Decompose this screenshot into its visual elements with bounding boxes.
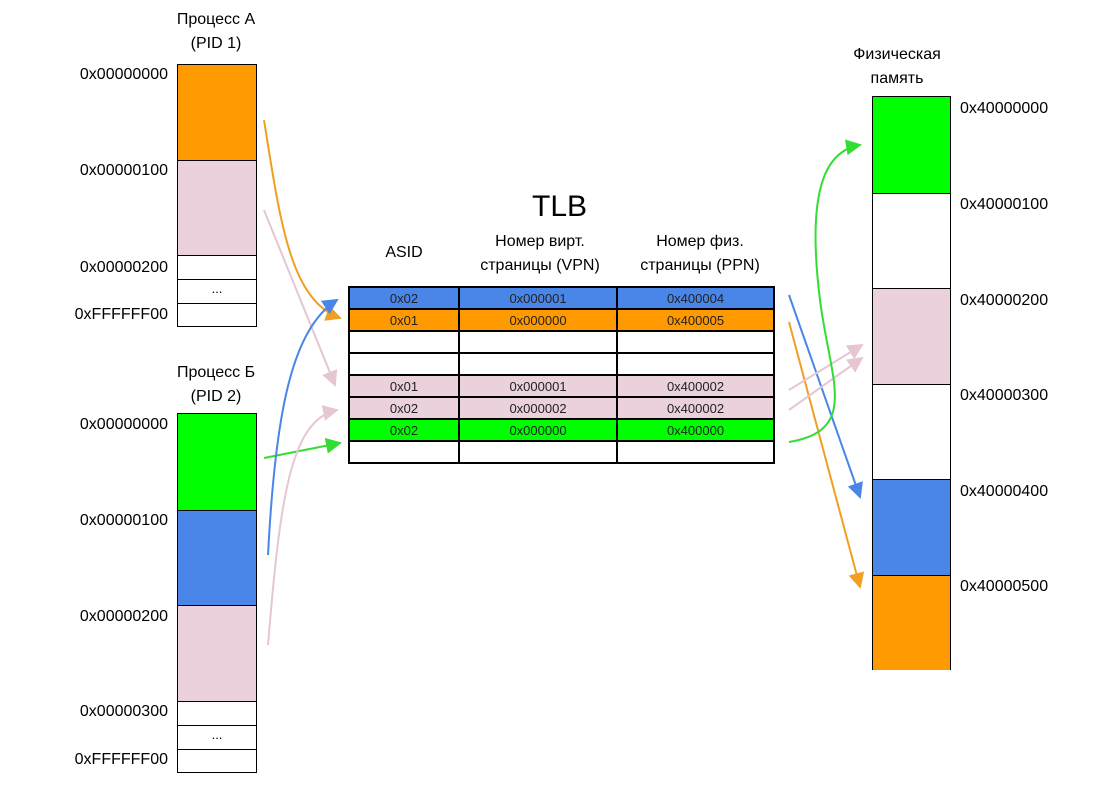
process-b-addr: 0x00000100 <box>79 512 168 529</box>
tlb-row: 0x02 0x000002 0x400002 <box>348 396 775 420</box>
process-b-page-2 <box>178 605 256 701</box>
process-a-addr: 0x00000200 <box>79 259 168 276</box>
process-b-title-line1: Процесс Б <box>176 364 256 381</box>
physical-page-5 <box>873 575 950 670</box>
tlb-cell-vpn: 0x000001 <box>458 374 618 398</box>
tlb-cell-ppn <box>616 330 775 354</box>
process-b-addr: 0xFFFFFF00 <box>74 751 168 768</box>
process-b-ellipsis: ... <box>178 725 256 749</box>
process-a-page-0 <box>178 65 256 160</box>
tlb-cell-ppn: 0x400000 <box>616 418 775 442</box>
tlb-header-vpn-line1: Номер вирт. <box>495 233 585 250</box>
physical-addr: 0x40000000 <box>960 100 1049 117</box>
arrow-tlb-to-phys-400002b <box>788 356 864 411</box>
tlb-header-vpn-line2: страницы (VPN) <box>480 257 600 274</box>
tlb-cell-asid: 0x02 <box>348 396 460 420</box>
process-b-addr: 0x00000200 <box>79 608 168 625</box>
arrow-tlb-to-phys-400002a <box>788 343 864 391</box>
tlb-header-ppn-line2: страницы (PPN) <box>640 257 760 274</box>
process-b-page-1 <box>178 510 256 605</box>
process-a-page-2 <box>178 255 256 279</box>
tlb-header-ppn-line1: Номер физ. <box>656 233 744 250</box>
tlb-cell-vpn <box>458 440 618 464</box>
process-a-title-line1: Процесс А <box>176 11 256 28</box>
tlb-header-ppn: Номер физ. страницы (PPN) <box>610 230 790 278</box>
process-b-title-line2: (PID 2) <box>190 388 242 405</box>
tlb-row <box>348 330 775 354</box>
tlb-cell-ppn: 0x400002 <box>616 374 775 398</box>
tlb-cell-asid: 0x02 <box>348 418 460 442</box>
process-b-page-last <box>178 749 256 773</box>
tlb-row: 0x02 0x000001 0x400004 <box>348 286 775 310</box>
physical-title-line1: Физическая <box>853 46 941 63</box>
physical-addr: 0x40000200 <box>960 292 1049 309</box>
process-a-addr: 0x00000100 <box>79 162 168 179</box>
tlb-cell-ppn: 0x400005 <box>616 308 775 332</box>
process-a-addr: 0x00000000 <box>79 66 168 83</box>
tlb-cell-vpn: 0x000001 <box>458 286 618 310</box>
physical-page-1 <box>873 193 950 288</box>
process-a-page-last <box>178 303 256 327</box>
arrow-a-page0-to-tlb <box>263 119 342 321</box>
physical-addr: 0x40000500 <box>960 578 1049 595</box>
physical-title: Физическая память <box>840 43 954 91</box>
process-b-page-3 <box>178 701 256 725</box>
tlb-header-vpn: Номер вирт. страницы (VPN) <box>450 230 630 278</box>
tlb-title: TLB <box>532 190 588 223</box>
tlb-cell-vpn: 0x000000 <box>458 308 618 332</box>
tlb-cell-vpn <box>458 352 618 376</box>
process-a-addr: 0xFFFFFF00 <box>74 306 168 323</box>
tlb-cell-asid: 0x01 <box>348 374 460 398</box>
process-b-title: Процесс Б (PID 2) <box>156 361 276 409</box>
tlb-cell-asid: 0x01 <box>348 308 460 332</box>
tlb-table: 0x02 0x000001 0x400004 0x01 0x000000 0x400005… <box>348 286 775 464</box>
physical-addr: 0x40000100 <box>960 196 1049 213</box>
tlb-row <box>348 440 775 464</box>
tlb-cell-vpn: 0x000000 <box>458 418 618 442</box>
tlb-header-asid: ASID <box>385 244 423 261</box>
arrow-b-page1-to-tlb <box>267 298 339 556</box>
process-a-memory: ... <box>177 64 257 327</box>
arrow-b-page2-to-tlb <box>267 405 339 646</box>
process-b-memory: ... <box>177 413 257 773</box>
physical-page-2 <box>873 288 950 384</box>
physical-title-line2: память <box>870 70 924 87</box>
arrow-a-page1-to-tlb <box>263 209 338 387</box>
physical-page-0 <box>873 97 950 193</box>
tlb-cell-asid <box>348 352 460 376</box>
arrow-tlb-to-phys-400004 <box>788 294 863 499</box>
process-a-title: Процесс А (PID 1) <box>156 8 276 56</box>
arrow-tlb-to-phys-400005 <box>788 321 865 589</box>
arrow-tlb-to-phys-400000 <box>788 139 862 443</box>
physical-page-3 <box>873 384 950 479</box>
tlb-row: 0x02 0x000000 0x400000 <box>348 418 775 442</box>
process-b-addr: 0x00000000 <box>79 416 168 433</box>
physical-addr: 0x40000300 <box>960 387 1049 404</box>
tlb-cell-asid: 0x02 <box>348 286 460 310</box>
physical-addr: 0x40000400 <box>960 483 1049 500</box>
process-b-page-0 <box>178 414 256 510</box>
tlb-cell-asid <box>348 330 460 354</box>
tlb-cell-ppn: 0x400004 <box>616 286 775 310</box>
tlb-row <box>348 352 775 376</box>
tlb-cell-asid <box>348 440 460 464</box>
tlb-row: 0x01 0x000000 0x400005 <box>348 308 775 332</box>
process-b-addr: 0x00000300 <box>79 703 168 720</box>
tlb-cell-vpn <box>458 330 618 354</box>
tlb-cell-ppn <box>616 352 775 376</box>
tlb-cell-ppn: 0x400002 <box>616 396 775 420</box>
process-a-title-line2: (PID 1) <box>190 35 242 52</box>
process-a-ellipsis: ... <box>178 279 256 303</box>
process-a-page-1 <box>178 160 256 255</box>
tlb-cell-ppn <box>616 440 775 464</box>
physical-page-4 <box>873 479 950 575</box>
physical-memory <box>872 96 951 670</box>
tlb-cell-vpn: 0x000002 <box>458 396 618 420</box>
tlb-row: 0x01 0x000001 0x400002 <box>348 374 775 398</box>
